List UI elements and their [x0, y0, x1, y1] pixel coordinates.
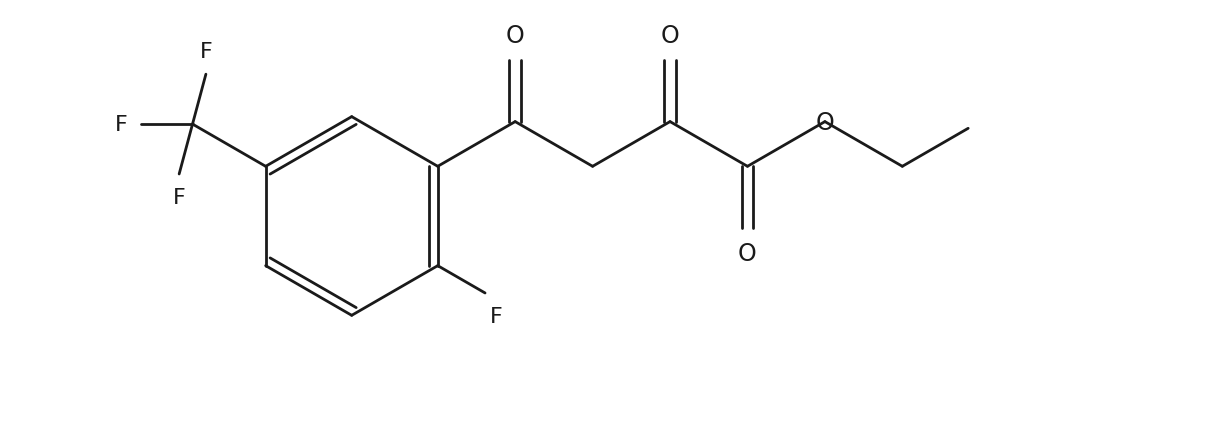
Text: O: O [738, 241, 756, 265]
Text: F: F [490, 306, 502, 326]
Text: F: F [199, 42, 213, 62]
Text: F: F [172, 187, 186, 207]
Text: O: O [506, 24, 524, 48]
Text: F: F [115, 115, 128, 135]
Text: O: O [815, 110, 835, 134]
Text: O: O [661, 24, 679, 48]
